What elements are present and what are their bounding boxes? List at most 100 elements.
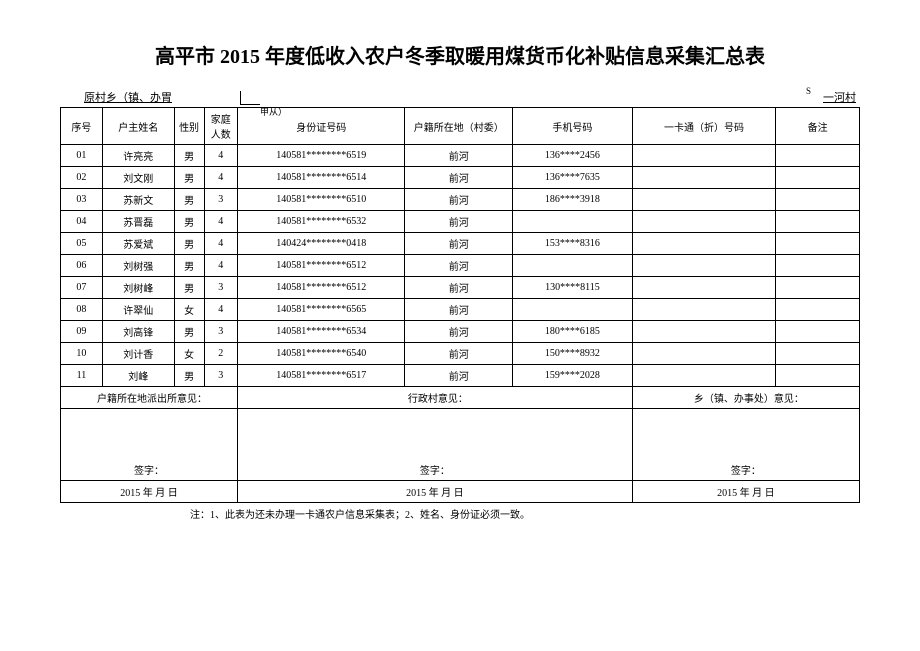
sig-space-1 xyxy=(61,409,238,459)
cell-phone: 136****7635 xyxy=(513,167,633,189)
sig-date-3: 2015 年 月 日 xyxy=(632,480,859,502)
header-row: 原村乡（镇、办胃 甲从） S 一河村 xyxy=(60,89,860,105)
cell-card xyxy=(632,167,776,189)
cell-id: 140581********6510 xyxy=(238,189,405,211)
cell-seq: 07 xyxy=(61,277,103,299)
page-title: 高平市 2015 年度低收入农户冬季取暖用煤货币化补贴信息采集汇总表 xyxy=(60,40,860,69)
sig-col3-title: 乡（镇、办事处）意见： xyxy=(632,387,859,409)
sig-label-2: 签字： xyxy=(238,459,633,481)
cell-id: 140581********6565 xyxy=(238,299,405,321)
cell-gender: 女 xyxy=(174,343,204,365)
cell-phone xyxy=(513,211,633,233)
cell-gender: 男 xyxy=(174,189,204,211)
cell-card xyxy=(632,343,776,365)
cell-id: 140581********6534 xyxy=(238,321,405,343)
col-card: 一卡通（折）号码 xyxy=(632,108,776,145)
cell-family: 3 xyxy=(204,277,237,299)
signature-date-row: 2015 年 月 日 2015 年 月 日 2015 年 月 日 xyxy=(61,480,860,502)
cell-family: 3 xyxy=(204,321,237,343)
cell-seq: 09 xyxy=(61,321,103,343)
table-header-row: 序号 户主姓名 性别 家庭人数 身份证号码 户籍所在地（村委） 手机号码 一卡通… xyxy=(61,108,860,145)
cell-seq: 01 xyxy=(61,145,103,167)
cell-id: 140581********6517 xyxy=(238,365,405,387)
table-row: 02刘文刚男4140581********6514前河136****7635 xyxy=(61,167,860,189)
cell-family: 4 xyxy=(204,299,237,321)
cell-card xyxy=(632,189,776,211)
col-remark: 备注 xyxy=(776,108,860,145)
sig-date-2: 2015 年 月 日 xyxy=(238,480,633,502)
table-row: 07刘树峰男3140581********6512前河130****8115 xyxy=(61,277,860,299)
cell-card xyxy=(632,321,776,343)
table-row: 06刘树强男4140581********6512前河 xyxy=(61,255,860,277)
cell-gender: 男 xyxy=(174,255,204,277)
cell-seq: 02 xyxy=(61,167,103,189)
table-row: 03苏新文男3140581********6510前河186****3918 xyxy=(61,189,860,211)
cell-name: 刘树峰 xyxy=(102,277,174,299)
cell-id: 140581********6512 xyxy=(238,255,405,277)
cell-family: 3 xyxy=(204,189,237,211)
signature-label-row: 签字： 签字： 签字： xyxy=(61,459,860,481)
table-row: 08许翠仙女4140581********6565前河 xyxy=(61,299,860,321)
cell-gender: 男 xyxy=(174,233,204,255)
sig-date-1: 2015 年 月 日 xyxy=(61,480,238,502)
cell-remark xyxy=(776,233,860,255)
cell-remark xyxy=(776,167,860,189)
sig-space-2 xyxy=(238,409,633,459)
cell-seq: 06 xyxy=(61,255,103,277)
cell-name: 苏新文 xyxy=(102,189,174,211)
cell-name: 刘高锋 xyxy=(102,321,174,343)
cell-remark xyxy=(776,365,860,387)
cell-seq: 08 xyxy=(61,299,103,321)
header-mid-small: 甲从） xyxy=(260,105,287,118)
cell-addr: 前河 xyxy=(405,167,513,189)
table-row: 10刘计香女2140581********6540前河150****8932 xyxy=(61,343,860,365)
footnote: 注：1、此表为还未办理一卡通农户信息采集表；2、姓名、身份证必须一致。 xyxy=(60,506,860,521)
cell-card xyxy=(632,277,776,299)
table-row: 04苏晋磊男4140581********6532前河 xyxy=(61,211,860,233)
sig-label-3: 签字： xyxy=(632,459,859,481)
col-gender: 性别 xyxy=(174,108,204,145)
col-phone: 手机号码 xyxy=(513,108,633,145)
cell-addr: 前河 xyxy=(405,189,513,211)
cell-remark xyxy=(776,255,860,277)
signature-title-row: 户籍所在地派出所意见： 行政村意见： 乡（镇、办事处）意见： xyxy=(61,387,860,409)
cell-family: 4 xyxy=(204,211,237,233)
cell-phone: 186****3918 xyxy=(513,189,633,211)
cell-family: 4 xyxy=(204,233,237,255)
cell-card xyxy=(632,299,776,321)
cell-remark xyxy=(776,145,860,167)
cell-addr: 前河 xyxy=(405,145,513,167)
cell-remark xyxy=(776,321,860,343)
cell-id: 140581********6512 xyxy=(238,277,405,299)
sig-col1-title: 户籍所在地派出所意见： xyxy=(61,387,238,409)
cell-addr: 前河 xyxy=(405,211,513,233)
table-row: 09刘高锋男3140581********6534前河180****6185 xyxy=(61,321,860,343)
cell-phone xyxy=(513,255,633,277)
cell-gender: 男 xyxy=(174,365,204,387)
cell-family: 4 xyxy=(204,167,237,189)
cell-phone: 130****8115 xyxy=(513,277,633,299)
cell-remark xyxy=(776,277,860,299)
sig-label-1: 签字： xyxy=(61,459,238,481)
cell-id: 140581********6514 xyxy=(238,167,405,189)
cell-phone: 136****2456 xyxy=(513,145,633,167)
table-row: 01许亮亮男4140581********6519前河136****2456 xyxy=(61,145,860,167)
col-seq: 序号 xyxy=(61,108,103,145)
cell-name: 苏晋磊 xyxy=(102,211,174,233)
cell-gender: 男 xyxy=(174,145,204,167)
cell-remark xyxy=(776,343,860,365)
cell-phone: 159****2028 xyxy=(513,365,633,387)
cell-remark xyxy=(776,211,860,233)
cell-id: 140581********6532 xyxy=(238,211,405,233)
cell-remark xyxy=(776,299,860,321)
cell-name: 刘峰 xyxy=(102,365,174,387)
header-right-text: 一河村 xyxy=(823,92,856,104)
cell-seq: 10 xyxy=(61,343,103,365)
header-left: 原村乡（镇、办胃 xyxy=(64,89,172,105)
cell-name: 许翠仙 xyxy=(102,299,174,321)
cell-name: 苏爱斌 xyxy=(102,233,174,255)
header-bracket xyxy=(240,91,260,105)
main-table: 序号 户主姓名 性别 家庭人数 身份证号码 户籍所在地（村委） 手机号码 一卡通… xyxy=(60,107,860,503)
cell-id: 140424********0418 xyxy=(238,233,405,255)
cell-id: 140581********6519 xyxy=(238,145,405,167)
